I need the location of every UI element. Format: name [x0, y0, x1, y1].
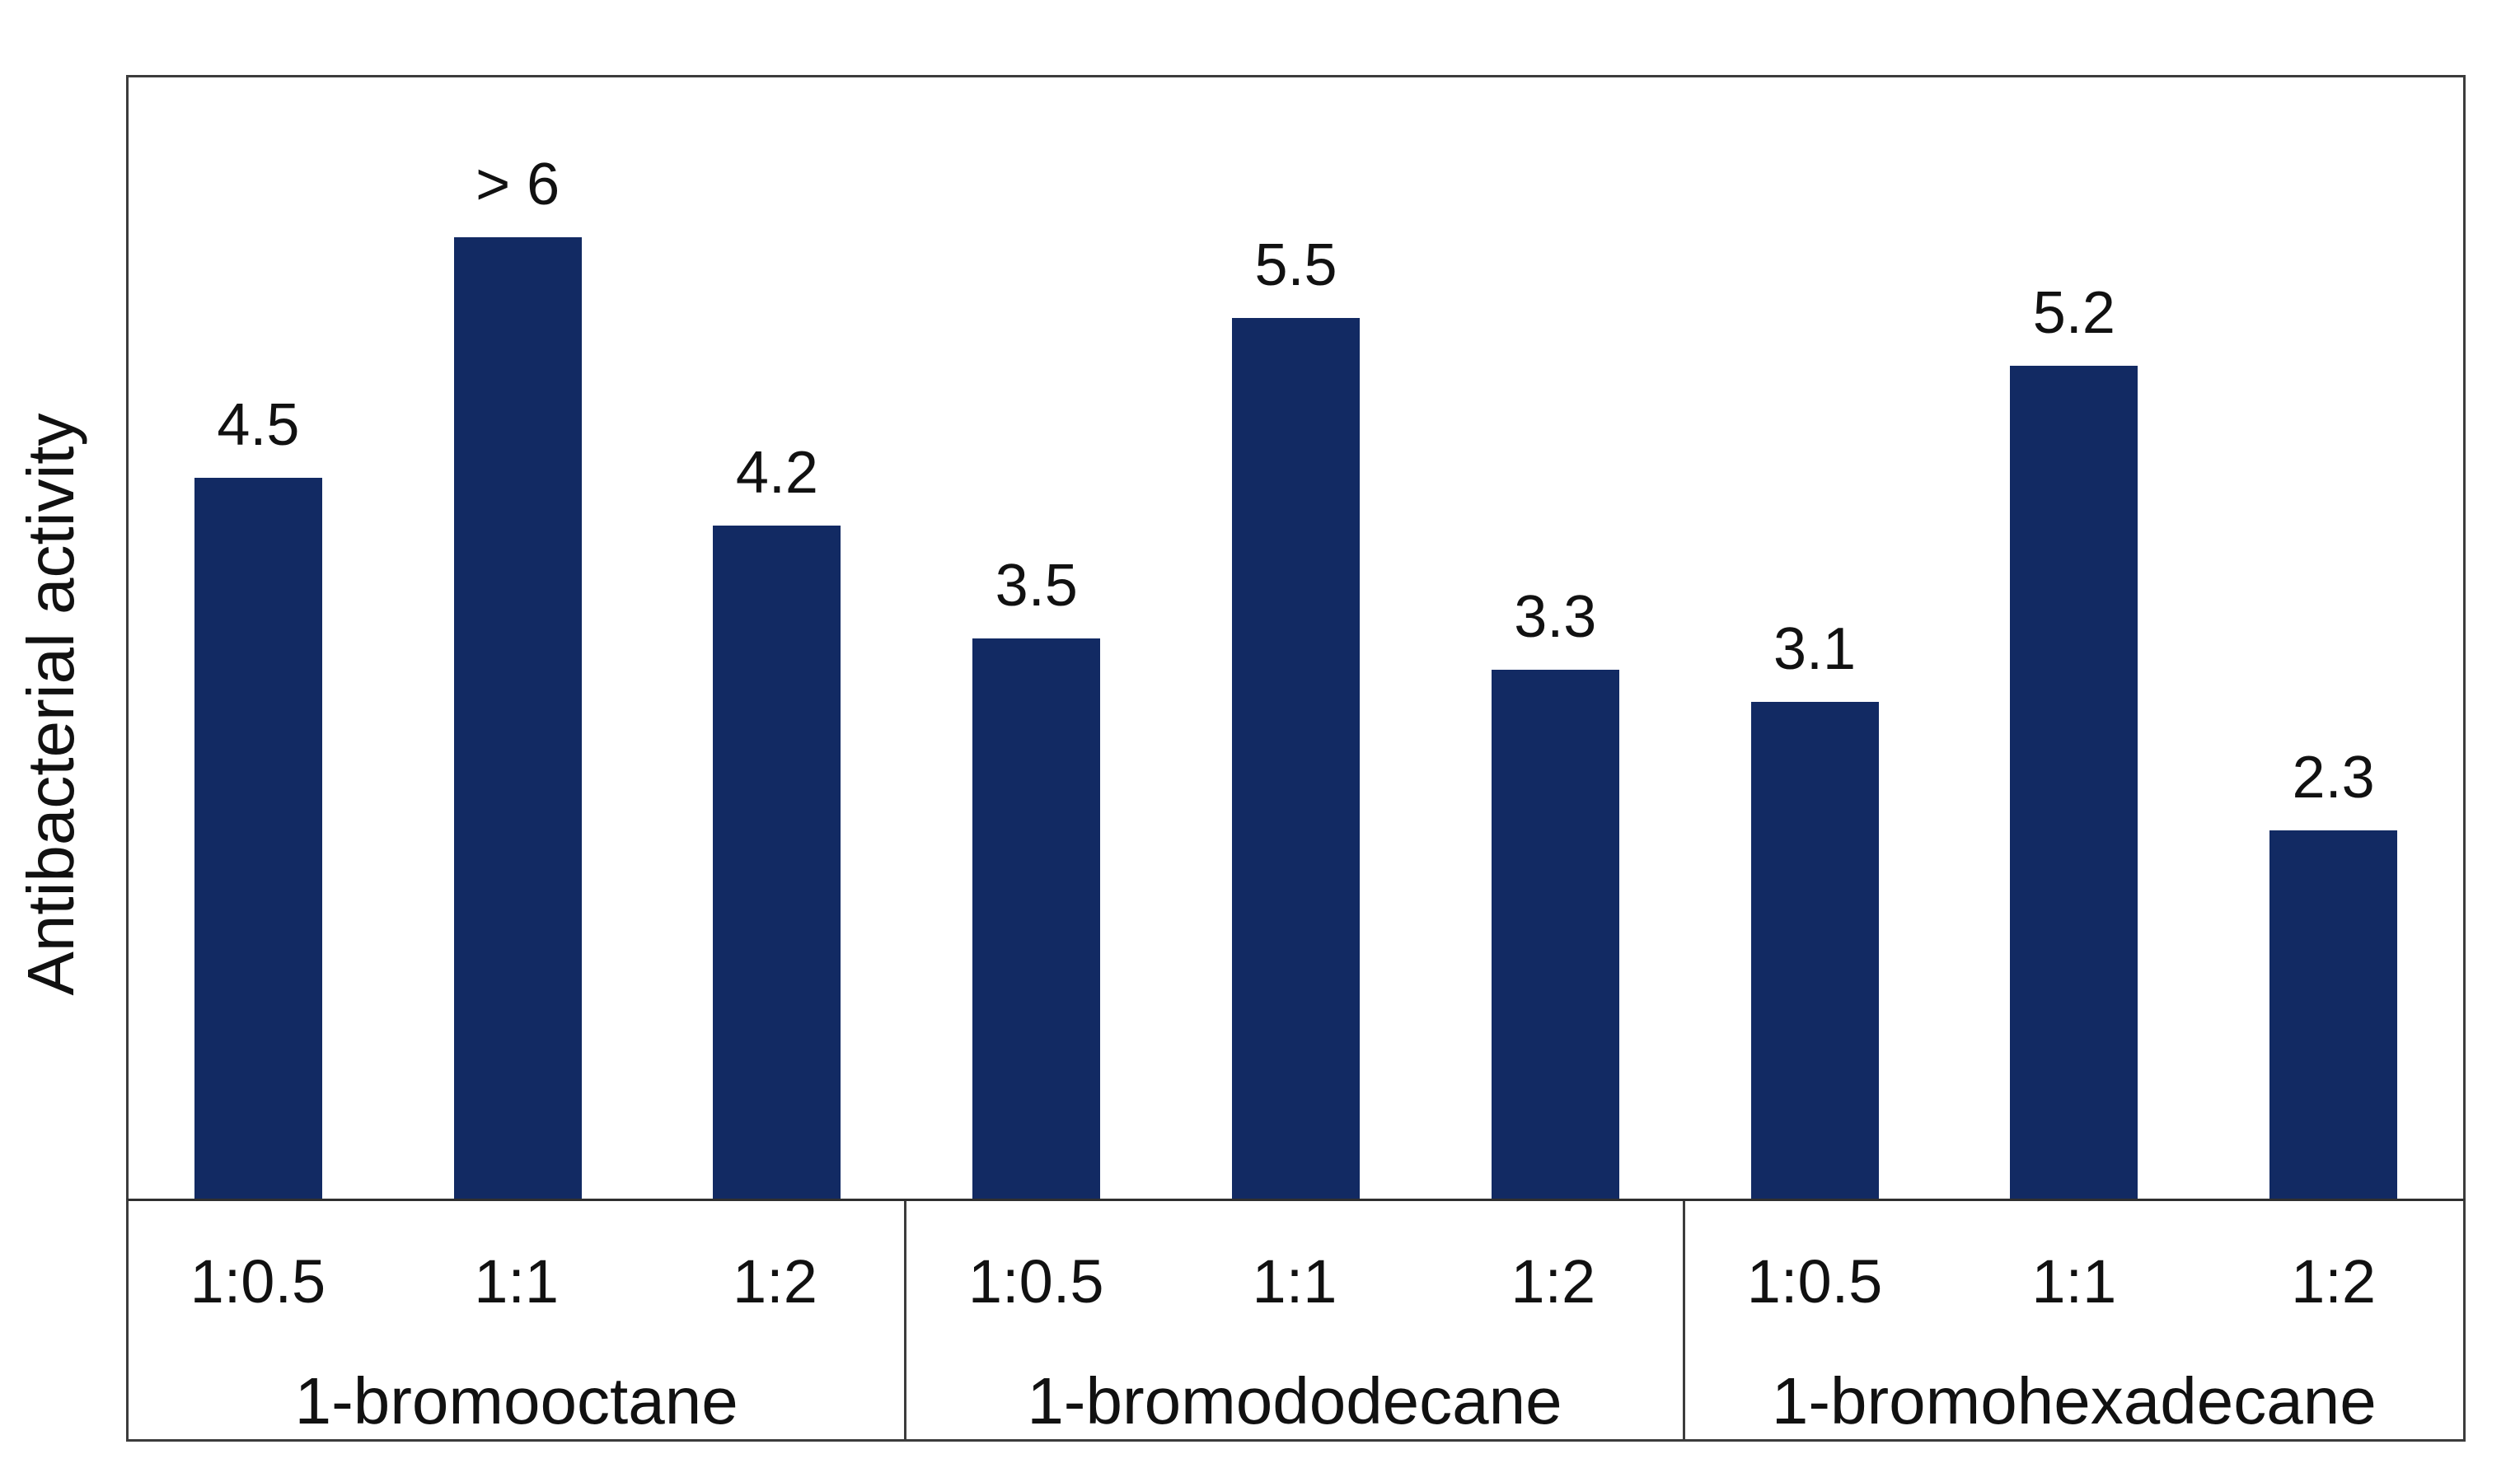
category-label: 1:2 — [1511, 1247, 1596, 1316]
category-label: 1:1 — [1252, 1247, 1337, 1316]
bar-value-label: 5.2 — [2032, 279, 2115, 346]
plot-area: 4.5 > 6 4.2 3.5 5.5 3.3 3.1 5.2 2.3 — [126, 75, 2466, 1199]
ratio-label-row: 1:0.5 1:1 1:2 — [1685, 1201, 2463, 1363]
ratio-label-row: 1:0.5 1:1 1:2 — [906, 1201, 1682, 1363]
bar-value-label: 5.5 — [1254, 231, 1337, 298]
category-label: 1:2 — [2291, 1247, 2377, 1316]
category-label: 1:0.5 — [190, 1247, 326, 1316]
group-label: 1-bromododecane — [1027, 1363, 1562, 1438]
axis-group-3: 1:0.5 1:1 1:2 1-bromohexadecane — [1685, 1201, 2463, 1439]
bar-value-label: 2.3 — [2292, 744, 2375, 811]
bar-1-3 — [713, 526, 841, 1199]
bar-3-3 — [2269, 830, 2398, 1199]
bar-value-label: 4.5 — [217, 392, 300, 459]
bar-value-label: 3.3 — [1514, 584, 1597, 651]
group-label: 1-bromooctane — [294, 1363, 738, 1438]
bar-value-label: 3.1 — [1773, 616, 1857, 683]
y-axis-title: Antibacterial activity — [14, 413, 87, 996]
bar-2-1 — [972, 638, 1101, 1199]
group-label: 1-bromohexadecane — [1771, 1363, 2377, 1438]
bar-value-label: 3.5 — [995, 552, 1078, 619]
bar-value-label: 4.2 — [735, 440, 818, 507]
category-label: 1:0.5 — [967, 1247, 1104, 1316]
category-axis: 1:0.5 1:1 1:2 1-bromooctane 1:0.5 1:1 1:2 1-bro… — [126, 1199, 2466, 1442]
bar-1-2 — [453, 237, 582, 1199]
ratio-label-row: 1:0.5 1:1 1:2 — [129, 1201, 904, 1363]
bar-1-1 — [194, 478, 322, 1199]
category-label: 1:1 — [474, 1247, 560, 1316]
axis-group-1: 1:0.5 1:1 1:2 1-bromooctane — [129, 1201, 907, 1439]
category-label: 1:0.5 — [1746, 1247, 1883, 1316]
bar-3-2 — [2010, 365, 2138, 1199]
category-label: 1:1 — [2031, 1247, 2117, 1316]
bar-2-3 — [1491, 670, 1619, 1199]
bar-3-1 — [1750, 702, 1879, 1199]
category-label: 1:2 — [732, 1247, 817, 1316]
bar-2-2 — [1232, 317, 1360, 1199]
axis-group-2: 1:0.5 1:1 1:2 1-bromododecane — [906, 1201, 1685, 1439]
bar-value-label: > 6 — [475, 152, 560, 218]
